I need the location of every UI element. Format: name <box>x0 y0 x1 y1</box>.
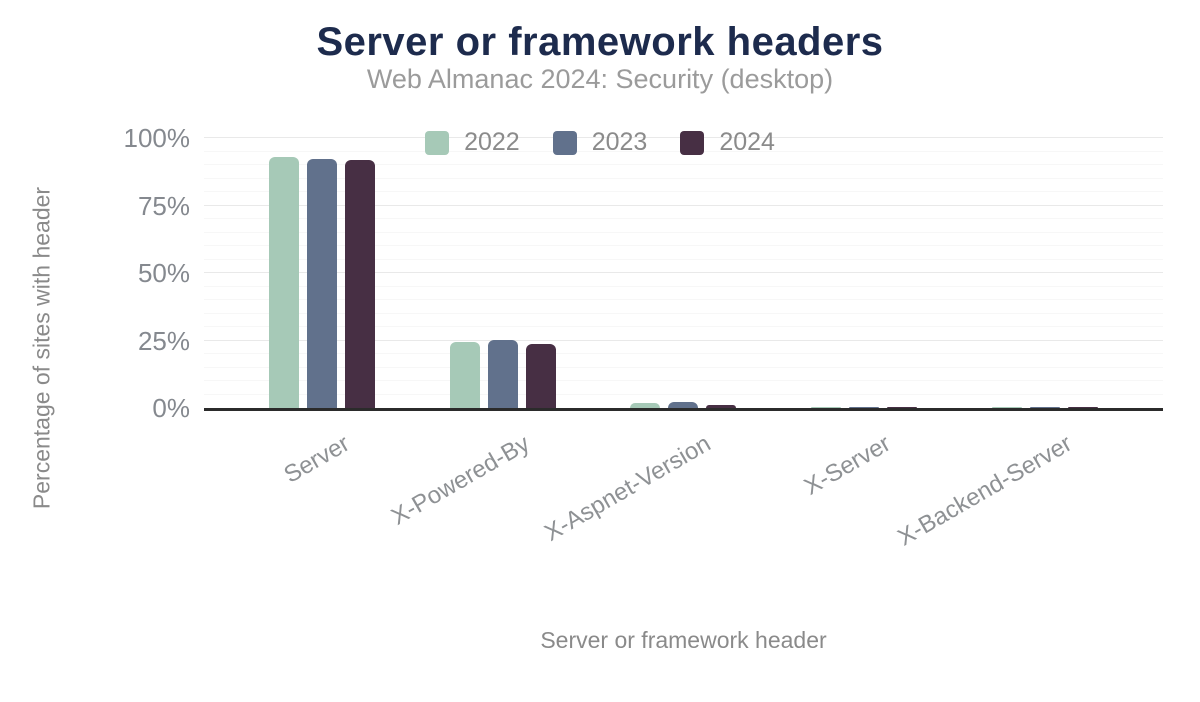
gridline <box>204 164 1163 165</box>
bar-2023-x-powered-by <box>487 339 518 408</box>
bar-group-server <box>232 138 413 408</box>
legend-item-2022: 2022 <box>425 128 520 157</box>
legend-item-2024: 2024 <box>680 128 775 157</box>
gridline <box>204 245 1163 246</box>
bar-2022-x-aspnet-version <box>630 402 661 408</box>
x-axis-line <box>204 408 1163 411</box>
bar-2024-x-server <box>887 406 918 408</box>
bar-2023-x-aspnet-version <box>668 402 699 408</box>
bar-2023-server <box>307 159 338 408</box>
bar-2022-server <box>269 156 300 408</box>
gridline <box>204 191 1163 192</box>
gridline <box>204 218 1163 219</box>
gridline <box>204 204 1163 206</box>
x-tick-label-x-backend-server: X-Backend-Server <box>892 430 1077 552</box>
x-axis-ticks: Server X-Powered-By X-Aspnet-Version X-Serv… <box>204 408 1163 551</box>
y-tick-label: 50% <box>137 258 190 288</box>
gridline <box>204 177 1163 179</box>
y-tick-label: 75% <box>137 190 190 221</box>
legend-label-2023: 2023 <box>591 128 648 156</box>
legend-swatch-2024 <box>680 130 705 155</box>
gridline <box>204 231 1163 233</box>
legend: 2022 2023 2024 <box>0 128 1200 157</box>
bar-group-x-aspnet-version <box>593 138 774 408</box>
legend-label-2022: 2022 <box>464 128 520 156</box>
gridline <box>204 353 1163 354</box>
y-axis-ticks: 0% 25% 50% 75% 100% <box>0 125 191 421</box>
gridline <box>204 393 1163 395</box>
chart-subtitle: Web Almanac 2024: Security (desktop) <box>366 64 834 94</box>
y-tick-label: 100% <box>123 123 191 153</box>
gridline <box>204 380 1163 381</box>
legend-item-2023: 2023 <box>552 128 648 157</box>
legend-swatch-2023 <box>552 130 577 155</box>
x-tick-label-server: Server <box>279 430 354 489</box>
gridline <box>204 285 1163 287</box>
bar-2022-x-server <box>811 406 842 408</box>
chart-title: Server or framework headers <box>316 20 884 64</box>
bar-2024-x-backend-server <box>1067 406 1098 408</box>
gridline <box>204 326 1163 327</box>
bar-2023-x-backend-server <box>1029 406 1060 408</box>
gridline <box>204 312 1163 314</box>
bar-2024-x-powered-by <box>525 344 556 408</box>
bar-group-x-server <box>774 138 955 408</box>
gridline <box>204 258 1163 260</box>
bar-group-x-backend-server <box>954 138 1135 408</box>
bar-2024-x-aspnet-version <box>706 404 737 408</box>
gridline <box>204 299 1163 300</box>
plot-area: Server X-Powered-By X-Aspnet-Version X-Serv… <box>204 137 1163 551</box>
gridline <box>204 366 1163 368</box>
gridline <box>204 339 1163 341</box>
legend-swatch-2022 <box>425 130 450 155</box>
bar-group-x-powered-by <box>413 138 594 408</box>
gridline <box>204 272 1163 273</box>
legend-label-2024: 2024 <box>719 128 775 156</box>
y-tick-label: 25% <box>137 325 190 356</box>
bar-2022-x-backend-server <box>991 406 1022 408</box>
x-tick-label-x-server: X-Server <box>800 430 896 501</box>
bars-area <box>204 138 1163 408</box>
bar-2024-server <box>345 160 376 408</box>
y-tick-label: 0% <box>152 393 190 423</box>
x-axis-title: Server or framework header <box>540 627 827 653</box>
x-tick-label-x-aspnet-version: X-Aspnet-Version <box>539 430 715 547</box>
bar-2023-x-server <box>849 406 880 408</box>
bar-2022-x-powered-by <box>449 341 480 408</box>
x-tick-label-x-powered-by: X-Powered-By <box>386 430 535 531</box>
